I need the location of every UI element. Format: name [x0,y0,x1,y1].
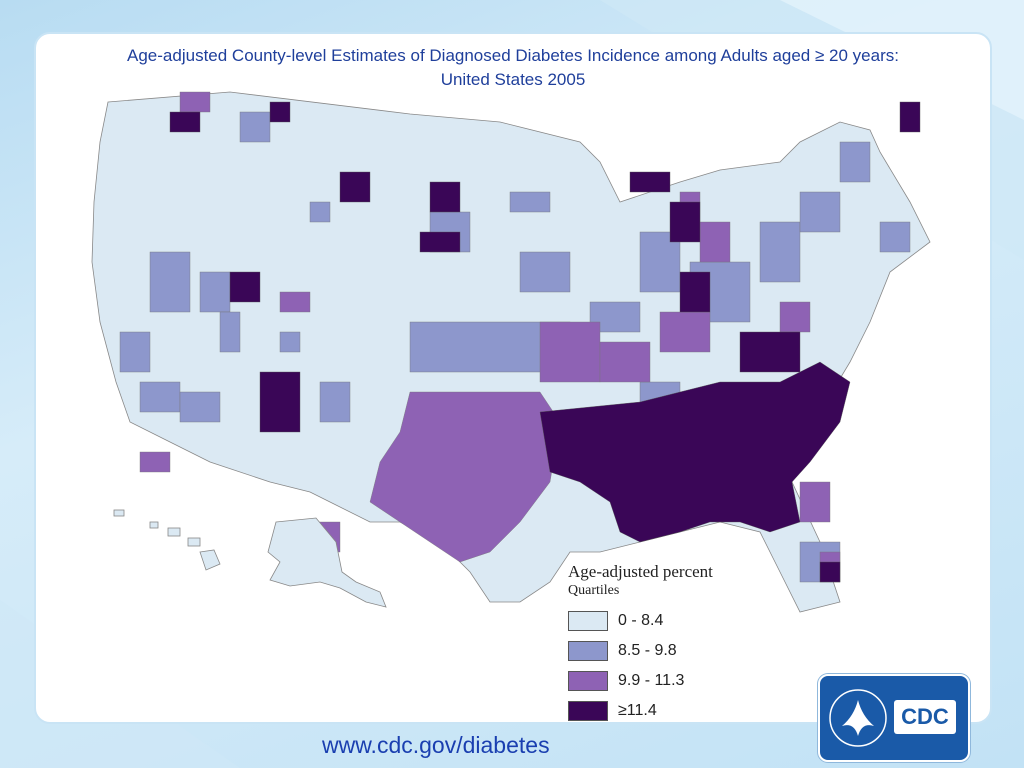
title-line-2: United States 2005 [440,70,586,89]
title-line-1: Age-adjusted County-level Estimates of D… [127,46,899,65]
legend-item: 9.9 - 11.3 [568,666,713,696]
us-county-map [91,91,931,613]
legend-heading: Age-adjusted percent [568,562,713,581]
hhs-eagle-icon [829,689,887,747]
legend-label: 9.9 - 11.3 [618,672,685,689]
map-legend: Age-adjusted percent Quartiles 0 - 8.4 8… [568,562,713,726]
legend-item: 0 - 8.4 [568,606,713,636]
map-title: Age-adjusted County-level Estimates of D… [34,44,992,92]
legend-item: 8.5 - 9.8 [568,636,713,666]
legend-swatch [568,641,608,661]
footer-url-link[interactable]: www.cdc.gov/diabetes [322,732,550,758]
legend-swatch [568,701,608,721]
legend-label: ≥11.4 [618,702,657,719]
legend-swatch [568,611,608,631]
cdc-logo-text: CDC [894,700,956,734]
legend-item: ≥11.4 [568,696,713,726]
legend-subheading: Quartiles [568,583,620,598]
cdc-logo: CDC [818,674,970,762]
legend-label: 0 - 8.4 [618,612,664,629]
alaska-outline [267,517,387,608]
legend-swatch [568,671,608,691]
legend-label: 8.5 - 9.8 [618,642,677,659]
hawaii-islands [113,509,221,571]
quartile-4-counties [169,101,921,583]
quartile-3-counties [139,91,841,583]
